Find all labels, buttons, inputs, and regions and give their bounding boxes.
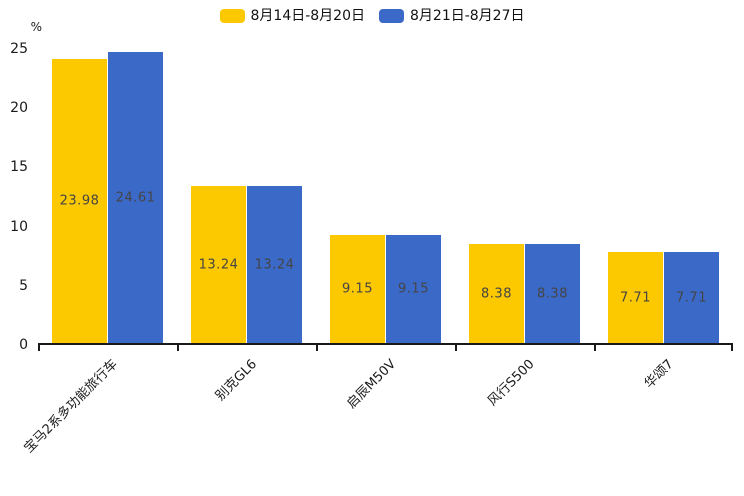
x-category-label: 华颂7 bbox=[642, 356, 677, 392]
y-tick-label: 20 bbox=[10, 100, 28, 117]
x-axis-tick bbox=[594, 345, 596, 351]
bar-value-label: 24.61 bbox=[115, 190, 156, 205]
bar-value-label: 9.15 bbox=[398, 281, 429, 297]
x-axis-category-labels: 宝马2系多功能旅行车 别克GL6 启辰M50V 风行S500 华颂7 bbox=[0, 354, 744, 496]
bar-value-label: 13.24 bbox=[198, 257, 239, 272]
y-tick-label: 0 bbox=[19, 337, 28, 353]
plot-area: 23.98 24.61 13.24 13.24 9.15 9.15 8.38 8.38 7.71… bbox=[38, 49, 733, 351]
bar-series2: 8.38 bbox=[525, 244, 580, 343]
bar-series1: 8.38 bbox=[469, 244, 524, 343]
x-axis-tick bbox=[316, 345, 318, 351]
y-tick-label: 10 bbox=[10, 218, 28, 235]
bar-value-label: 13.24 bbox=[254, 257, 295, 272]
legend-item-week2[interactable]: 8月21日-8月27日 bbox=[379, 7, 525, 25]
legend-label-week2: 8月21日-8月27日 bbox=[410, 8, 525, 24]
bar-series2: 13.24 bbox=[247, 186, 302, 343]
y-axis-unit-label: % bbox=[30, 20, 42, 34]
x-category-label: 风行S500 bbox=[485, 356, 538, 410]
bar-series1: 23.98 bbox=[52, 59, 107, 343]
bar-value-label: 7.71 bbox=[676, 290, 707, 305]
bar-series1: 9.15 bbox=[330, 235, 385, 343]
x-category-label: 宝马2系多功能旅行车 bbox=[21, 356, 121, 457]
x-axis-tick bbox=[731, 345, 733, 351]
x-axis-tick bbox=[177, 345, 179, 351]
legend-swatch-week2-icon bbox=[379, 9, 404, 23]
x-axis-tick bbox=[455, 345, 457, 351]
x-category-label: 启辰M50V bbox=[344, 356, 399, 412]
bar-series2: 7.71 bbox=[664, 252, 719, 343]
bar-value-label: 8.38 bbox=[537, 286, 568, 301]
bar-series2: 24.61 bbox=[108, 52, 163, 343]
bar-value-label: 8.38 bbox=[481, 286, 512, 301]
y-axis-tick-labels: 0 5 10 15 20 25 bbox=[0, 0, 30, 496]
chart-legend: 8月14日-8月20日 8月21日-8月27日 bbox=[0, 7, 744, 25]
legend-item-week1[interactable]: 8月14日-8月20日 bbox=[219, 7, 366, 25]
y-tick-label: 5 bbox=[19, 277, 28, 294]
bar-value-label: 7.71 bbox=[620, 290, 651, 305]
bar-value-label: 9.15 bbox=[342, 281, 373, 297]
y-tick-label: 25 bbox=[10, 41, 28, 57]
x-category-label: 别克GL6 bbox=[212, 356, 260, 404]
bar-series1: 13.24 bbox=[191, 186, 246, 343]
bar-value-label: 23.98 bbox=[59, 193, 100, 209]
legend-swatch-week1-icon bbox=[219, 9, 245, 23]
bar-series1: 7.71 bbox=[608, 252, 663, 343]
legend-label-week1: 8月14日-8月20日 bbox=[250, 8, 366, 24]
bar-series2: 9.15 bbox=[386, 235, 441, 343]
y-tick-label: 15 bbox=[10, 159, 28, 176]
x-axis-tick bbox=[38, 345, 40, 351]
